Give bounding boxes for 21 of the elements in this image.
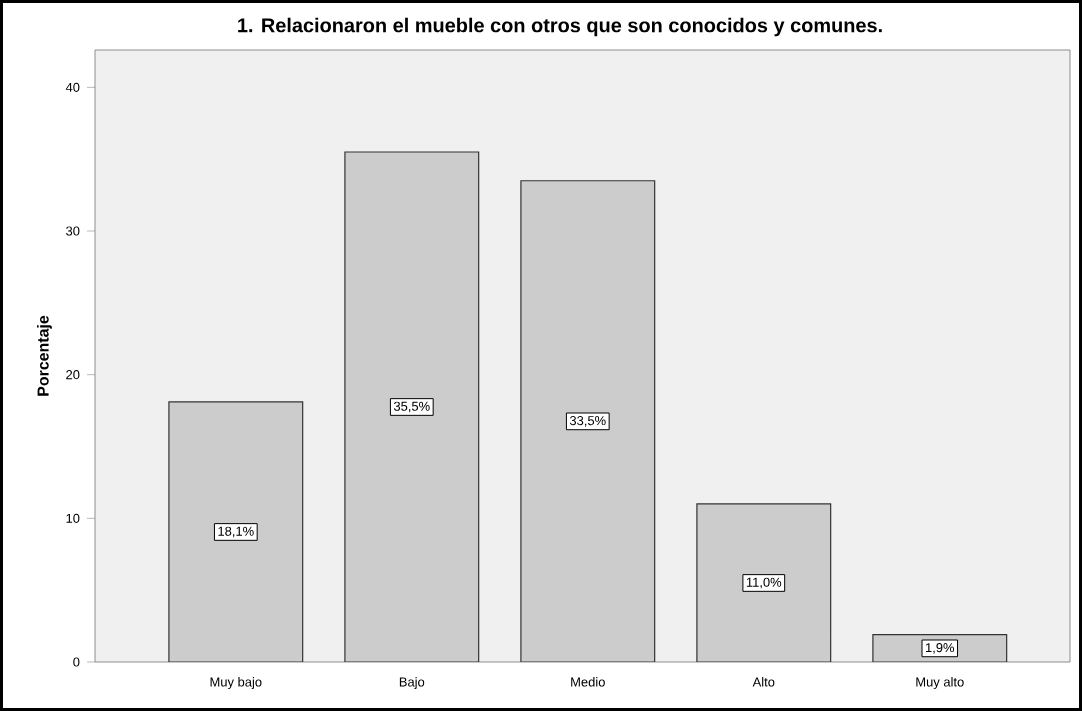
bar — [520, 180, 656, 662]
data-label: 35,5% — [393, 401, 430, 413]
bar — [168, 401, 304, 662]
x-tick-label: Bajo — [399, 677, 425, 690]
data-label: 33,5% — [569, 416, 606, 427]
x-tick-label: Muy bajo — [210, 677, 262, 690]
data-label: 11,0% — [746, 577, 782, 589]
y-tick-label: 20 — [66, 370, 80, 380]
x-tick-label: Medio — [571, 677, 605, 687]
data-label: 1,9% — [926, 643, 955, 654]
y-tick-label: 0 — [73, 657, 80, 667]
bar — [696, 503, 832, 662]
y-tick-label: 10 — [66, 513, 80, 523]
bar — [344, 151, 479, 662]
y-tick-label: 30 — [66, 226, 80, 236]
data-label: 18,1% — [218, 526, 254, 538]
x-tick-label: Alto — [752, 677, 775, 687]
y-axis-title: Porcentaje — [37, 315, 52, 396]
y-tick-label: 40 — [65, 82, 80, 92]
x-tick-label: Muy alto — [916, 677, 964, 690]
chart-title: 1. Relacionaron el mueble con otros que son conocidos y comunes. — [238, 17, 882, 37]
